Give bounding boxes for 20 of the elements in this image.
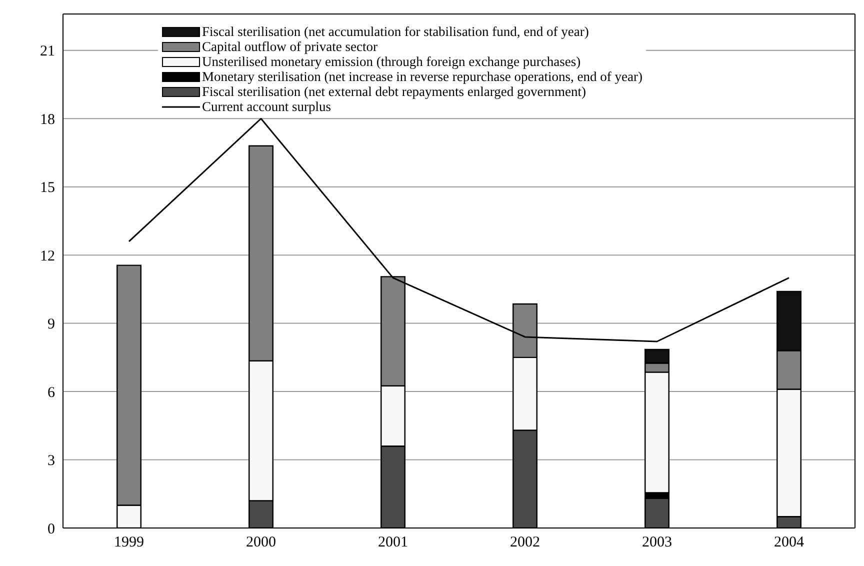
x-tick-label: 2000 (246, 534, 276, 551)
y-tick-label: 21 (40, 44, 55, 60)
y-tick-label: 3 (48, 453, 55, 470)
legend-label: Capital outflow of private sector (202, 38, 378, 54)
y-tick-label: 0 (48, 521, 55, 538)
y-tick-label: 6 (48, 384, 56, 401)
y-tick-label: 12 (40, 248, 55, 264)
y-tick-label: 9 (48, 316, 55, 333)
x-tick-label: 2001 (378, 534, 408, 551)
y-tick-label: 15 (40, 180, 55, 196)
y-tick-label: 18 (40, 112, 55, 128)
x-tick-label: 2002 (510, 534, 540, 551)
x-tick-label: 2003 (642, 534, 672, 551)
x-tick-label: 2004 (774, 534, 804, 551)
legend-label: Fiscal sterilisation (net external debt repayments enlarged government) (202, 84, 586, 100)
legend-label: Unsterilised monetary emission (through foreign exchange purchases) (202, 54, 581, 70)
x-tick-label: 1999 (114, 534, 144, 551)
legend-label: Fiscal sterilisation (net accumulation for stabilisation fund, end of year) (202, 24, 589, 40)
legend-label: Monetary sterilisation (net increase in reverse repurchase operations, end of year) (202, 68, 642, 84)
legend-label: Current account surplus (202, 98, 331, 114)
